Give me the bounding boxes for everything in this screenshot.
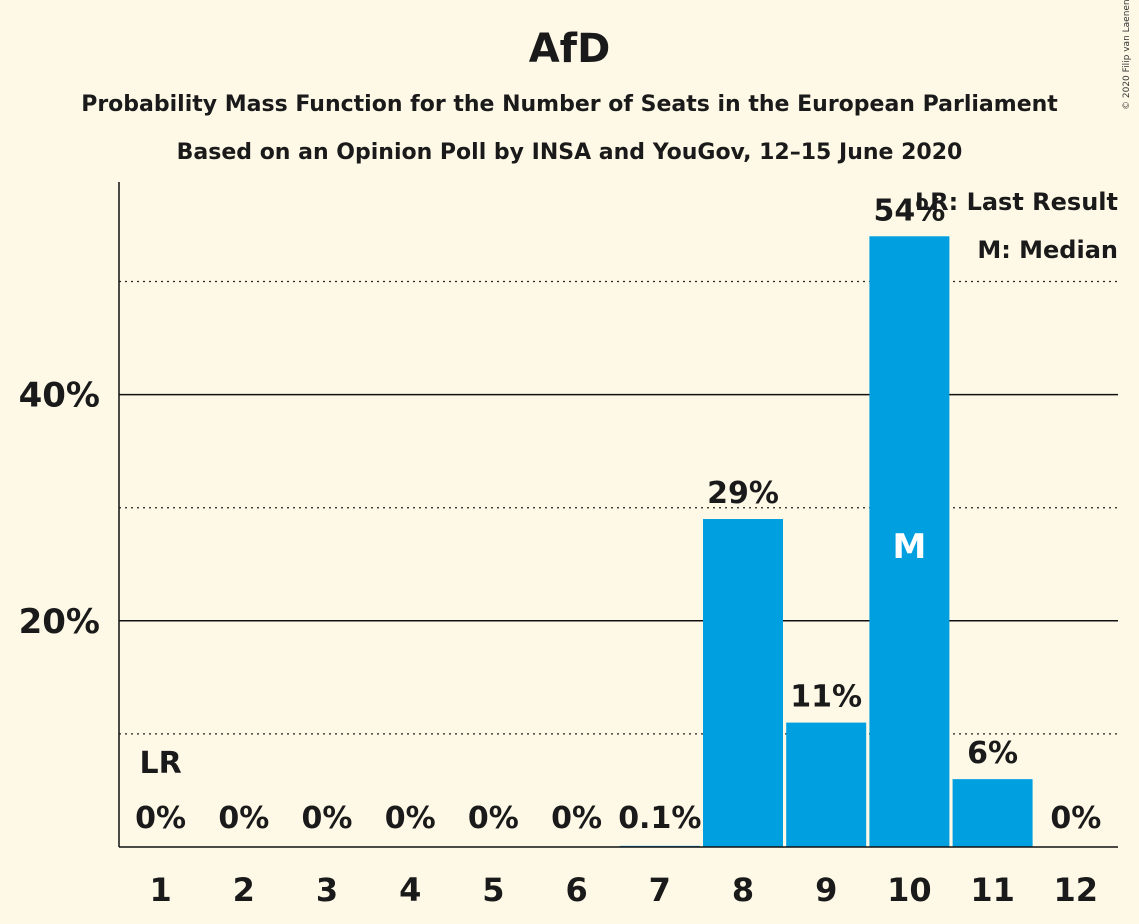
data-label: 0% xyxy=(135,801,186,836)
x-tick-label: 10 xyxy=(887,871,932,909)
x-tick-label: 3 xyxy=(316,871,338,909)
x-tick-label: 2 xyxy=(233,871,255,909)
x-tick-label: 8 xyxy=(732,871,754,909)
data-label: 0% xyxy=(385,801,436,836)
y-tick-label: 20% xyxy=(19,602,100,642)
data-label: 54% xyxy=(873,193,945,228)
bar xyxy=(703,519,783,847)
x-tick-label: 9 xyxy=(815,871,837,909)
legend-last-result: LR: Last Result xyxy=(915,188,1118,216)
legend-median: M: Median xyxy=(977,236,1118,264)
data-label: 0.1% xyxy=(618,801,701,836)
data-label: 0% xyxy=(302,801,353,836)
chart-subtitle-source: Based on an Opinion Poll by INSA and You… xyxy=(176,140,963,165)
x-tick-label: 6 xyxy=(565,871,587,909)
x-tick-label: 7 xyxy=(649,871,671,909)
x-tick-label: 5 xyxy=(482,871,504,909)
bar xyxy=(869,236,950,848)
chart-subtitle-method: Probability Mass Function for the Number… xyxy=(81,92,1058,117)
x-tick-label: 1 xyxy=(149,871,171,909)
data-label: 0% xyxy=(1050,801,1101,836)
x-tick-label: 11 xyxy=(970,871,1015,909)
data-label: 11% xyxy=(790,680,862,715)
last-result-marker: LR xyxy=(139,746,181,781)
chart-title: AfD xyxy=(528,26,611,72)
median-marker: M xyxy=(892,527,926,567)
data-label: 29% xyxy=(707,476,779,511)
x-tick-label: 12 xyxy=(1054,871,1099,909)
bar xyxy=(786,722,867,847)
data-label: 6% xyxy=(967,736,1018,771)
x-tick-label: 4 xyxy=(399,871,421,909)
data-label: 0% xyxy=(468,801,519,836)
bar xyxy=(952,779,1033,847)
y-tick-label: 40% xyxy=(19,376,100,416)
data-label: 0% xyxy=(551,801,602,836)
data-label: 0% xyxy=(218,801,269,836)
